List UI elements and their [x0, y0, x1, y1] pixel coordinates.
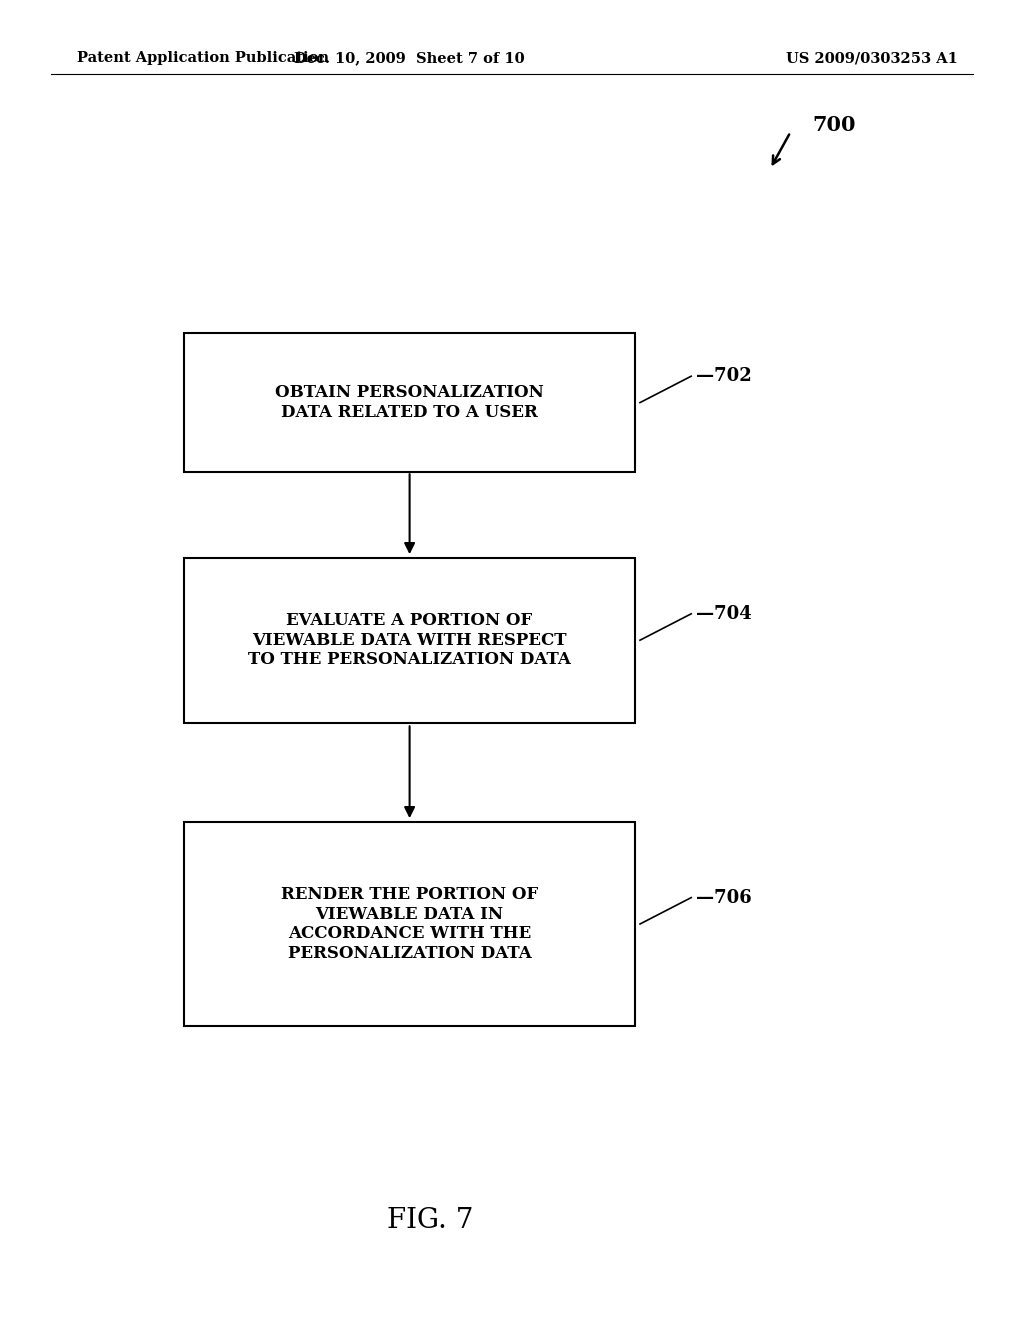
- Bar: [184, 557, 635, 722]
- Text: —704: —704: [696, 605, 752, 623]
- Text: Patent Application Publication: Patent Application Publication: [77, 51, 329, 65]
- Text: RENDER THE PORTION OF
VIEWABLE DATA IN
ACCORDANCE WITH THE
PERSONALIZATION DATA: RENDER THE PORTION OF VIEWABLE DATA IN A…: [281, 886, 539, 962]
- Bar: [184, 334, 635, 473]
- Text: US 2009/0303253 A1: US 2009/0303253 A1: [785, 51, 957, 65]
- Text: OBTAIN PERSONALIZATION
DATA RELATED TO A USER: OBTAIN PERSONALIZATION DATA RELATED TO A…: [275, 384, 544, 421]
- Bar: [184, 821, 635, 1027]
- Text: Dec. 10, 2009  Sheet 7 of 10: Dec. 10, 2009 Sheet 7 of 10: [294, 51, 525, 65]
- Text: —706: —706: [696, 888, 752, 907]
- Text: EVALUATE A PORTION OF
VIEWABLE DATA WITH RESPECT
TO THE PERSONALIZATION DATA: EVALUATE A PORTION OF VIEWABLE DATA WITH…: [248, 612, 571, 668]
- Text: FIG. 7: FIG. 7: [387, 1208, 473, 1234]
- Text: 700: 700: [812, 115, 855, 136]
- Text: —702: —702: [696, 367, 752, 385]
